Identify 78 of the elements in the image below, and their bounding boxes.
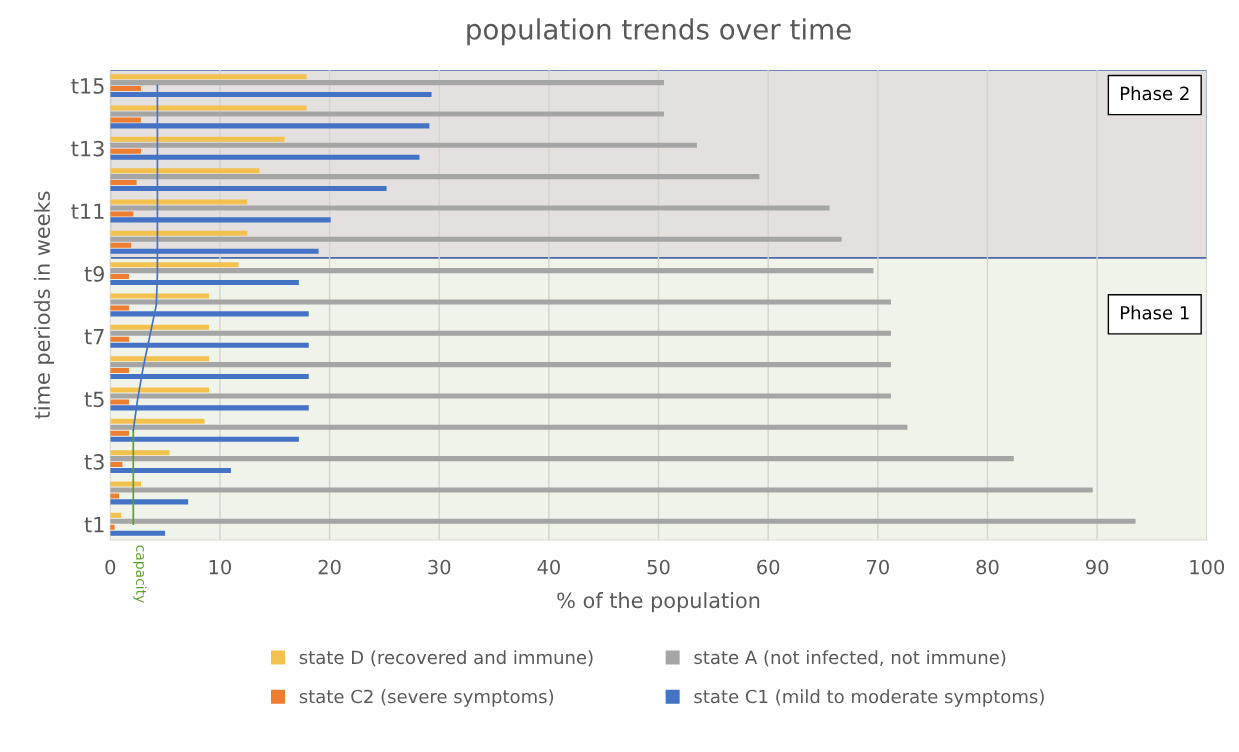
- bar: [110, 242, 132, 248]
- bar: [110, 205, 830, 211]
- y-tick-label: t13: [71, 140, 104, 157]
- bar: [110, 274, 129, 280]
- x-tick-label: 90: [1085, 559, 1109, 575]
- bar: [110, 136, 285, 142]
- y-tick-label: t1: [84, 517, 104, 533]
- legend-label: state C2 (severe symptoms): [299, 689, 554, 707]
- bar: [110, 462, 123, 468]
- annotation: Phase 1: [1120, 305, 1189, 320]
- x-tick-label: 80: [976, 559, 999, 575]
- y-tick-label: t7: [84, 329, 104, 345]
- legend-label: state A (not infected, not immune): [694, 650, 1006, 667]
- y-tick-label: t5: [84, 391, 104, 408]
- x-tick-label: 0: [105, 559, 116, 575]
- bar: [110, 456, 1014, 462]
- legend-label: state D (recovered and immune): [299, 650, 593, 667]
- bar: [110, 174, 760, 180]
- bar: [110, 468, 231, 474]
- bar: [110, 336, 129, 342]
- bar: [110, 105, 307, 111]
- bar: [110, 530, 166, 536]
- bar: [110, 393, 891, 399]
- x-tick-label: 100: [1190, 559, 1225, 575]
- bar: [110, 293, 209, 299]
- bar: [110, 430, 129, 436]
- bar: [110, 399, 129, 405]
- bar: [110, 74, 307, 80]
- y-tick-label: t15: [71, 78, 104, 94]
- bar: [110, 436, 299, 442]
- x-tick-label: 60: [757, 559, 780, 575]
- legend-label: state C1 (mild to moderate symptoms): [694, 689, 1044, 707]
- bar: [110, 424, 908, 430]
- bar: [110, 236, 842, 242]
- bar: [110, 324, 209, 330]
- y-axis-title: time periods in weeks: [33, 191, 55, 419]
- x-axis-title: % of the population: [557, 592, 760, 613]
- bar: [110, 512, 122, 518]
- bar: [110, 199, 248, 205]
- bar: [110, 356, 209, 362]
- bar: [110, 299, 891, 305]
- bar: [110, 518, 1136, 524]
- bar: [110, 450, 170, 456]
- bar: [110, 86, 141, 92]
- bar: [110, 80, 665, 86]
- x-tick-label: 20: [318, 559, 341, 575]
- bar: [110, 262, 239, 268]
- bar: [110, 493, 120, 499]
- x-tick-label: 40: [537, 559, 560, 575]
- y-tick-label: t11: [71, 203, 104, 219]
- bar: [110, 362, 891, 368]
- bar: [110, 487, 1093, 493]
- bar: [110, 387, 209, 393]
- bar: [110, 268, 874, 274]
- y-tick-label: t9: [84, 266, 104, 282]
- x-tick-label: 10: [209, 559, 231, 575]
- bar: [110, 524, 115, 530]
- bar: [110, 111, 665, 117]
- y-tick-label: t3: [84, 454, 104, 470]
- bar: [110, 142, 697, 148]
- bar: [110, 481, 141, 487]
- annotation: Phase 2: [1120, 86, 1189, 101]
- x-tick-label: 70: [867, 559, 889, 575]
- text: capacity: [133, 545, 147, 603]
- bar: [110, 418, 205, 424]
- bar: [110, 305, 129, 311]
- bar: [110, 117, 141, 123]
- bar: [110, 168, 260, 174]
- bar: [110, 180, 137, 186]
- bar: [110, 499, 189, 505]
- bar: [110, 148, 141, 154]
- chart-title: population trends over time: [467, 18, 851, 46]
- bar: [110, 211, 134, 217]
- x-tick-label: 30: [428, 559, 451, 575]
- x-tick-label: 50: [647, 559, 670, 575]
- bar: [110, 230, 248, 236]
- bar: [110, 330, 891, 336]
- bar: [110, 368, 129, 374]
